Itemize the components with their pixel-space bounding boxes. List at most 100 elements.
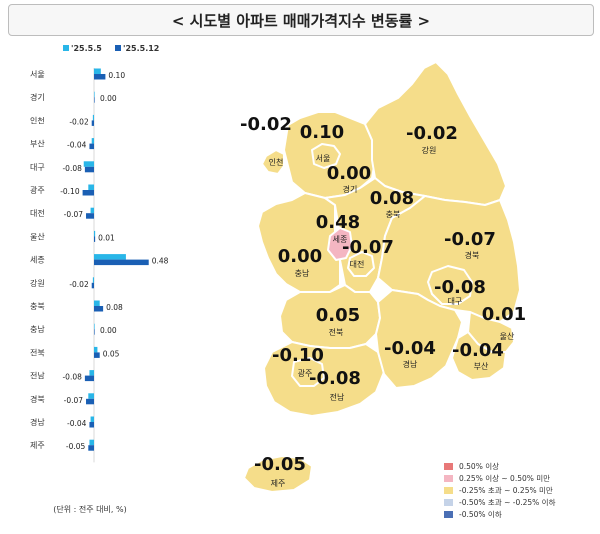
bar	[89, 370, 94, 376]
region-name: 세종	[333, 235, 348, 244]
bar	[89, 422, 94, 428]
region-value: 0.10	[300, 122, 344, 143]
region-name: 부산	[474, 361, 489, 371]
category-label: 경북	[30, 394, 45, 404]
region-value: -0.07	[342, 237, 394, 258]
bar	[89, 143, 94, 150]
map-legend-label: -0.50% 초과 ~ -0.25% 이하	[459, 498, 556, 507]
bar	[94, 323, 95, 330]
region-gyeongnam[interactable]	[375, 289, 463, 389]
map-legend-label: -0.25% 초과 ~ 0.25% 미만	[459, 486, 553, 495]
category-label: 대구	[30, 163, 45, 172]
page-title: < 시도별 아파트 매매가격지수 변동률 >	[8, 4, 594, 36]
region-name: 경기	[343, 184, 358, 194]
region-chungnam[interactable]	[257, 192, 341, 293]
bar	[84, 166, 94, 173]
bar	[90, 416, 94, 422]
bar	[92, 277, 94, 283]
region-value: 0.00	[327, 163, 371, 184]
category-label: 충북	[30, 302, 45, 311]
region-name: 울산	[500, 331, 515, 341]
region-name: 전북	[329, 327, 344, 337]
region-incheon[interactable]	[261, 149, 285, 175]
region-daejeon[interactable]	[347, 251, 375, 277]
region-name: 충북	[386, 210, 401, 219]
bar-chart: '25.5.5 '25.5.12 서울 0.10 경기 0.00 인천 -0.02 부산 -0.0…	[30, 44, 169, 514]
region-value: -0.08	[434, 277, 486, 298]
region-sejong[interactable]	[327, 227, 353, 261]
category-label: 경기	[30, 92, 45, 102]
map-legend: 0.50% 이상 0.25% 이상 ~ 0.50% 미만 -0.25% 초과 ~ 0…	[444, 461, 555, 521]
map-legend-item: -0.25% 초과 ~ 0.25% 미만	[444, 485, 555, 496]
bar	[94, 259, 149, 266]
region-name: 충남	[295, 269, 310, 278]
bar	[94, 74, 106, 80]
bar	[91, 138, 94, 144]
data-label: 0.10	[108, 71, 125, 80]
region-value: 0.05	[316, 305, 360, 326]
category-label: 충남	[30, 325, 45, 334]
region-name: 강원	[422, 145, 437, 155]
category-label: 인천	[30, 115, 45, 125]
region-value: -0.04	[384, 338, 436, 359]
category-label: 대전	[30, 208, 45, 218]
region-value: 0.48	[316, 212, 360, 233]
map-legend-item: 0.25% 이상 ~ 0.50% 미만	[444, 473, 555, 484]
data-label: 0.01	[98, 233, 115, 242]
category-label: 부산	[30, 139, 45, 149]
region-name: 광주	[298, 368, 313, 378]
bar	[94, 230, 96, 237]
bar	[91, 120, 94, 126]
data-label: 0.48	[152, 257, 169, 266]
bar	[94, 352, 100, 358]
map-regions	[243, 61, 521, 493]
map-legend-item: -0.50% 이하	[444, 509, 555, 520]
data-label: -0.08	[62, 164, 82, 173]
unit-note: (단위 : 전주 대비, %)	[53, 504, 126, 514]
category-label: 경남	[30, 417, 45, 427]
map-legend-swatch	[444, 487, 453, 494]
region-value: -0.04	[452, 340, 504, 361]
bar	[92, 114, 94, 121]
bar	[94, 236, 96, 242]
bar	[94, 91, 95, 98]
bar	[86, 213, 94, 219]
legend-swatch	[63, 45, 69, 51]
bar	[94, 329, 95, 335]
data-label: -0.07	[64, 396, 84, 405]
category-label: 세종	[30, 256, 45, 265]
category-label: 울산	[30, 231, 45, 241]
category-label: 전북	[30, 347, 45, 357]
region-gwangju[interactable]	[291, 357, 325, 387]
region-seoul[interactable]	[311, 143, 341, 169]
bar	[86, 398, 94, 405]
bar	[82, 190, 94, 196]
legend-label: '25.5.12	[123, 44, 159, 53]
bar	[94, 254, 126, 260]
data-label: -0.02	[69, 117, 89, 126]
region-daegu[interactable]	[427, 265, 473, 305]
bar	[94, 68, 101, 74]
map-legend-item: 0.50% 이상	[444, 461, 555, 472]
page-title-text: < 시도별 아파트 매매가격지수 변동률 >	[171, 11, 431, 30]
region-jeju[interactable]	[243, 455, 313, 493]
region-value: -0.02	[240, 114, 292, 135]
region-value: 0.01	[482, 304, 526, 325]
region-name: 경남	[403, 359, 418, 369]
map-legend-label: 0.50% 이상	[459, 462, 500, 471]
bar-legend: '25.5.5 '25.5.12	[63, 44, 159, 53]
data-label: 0.00	[100, 326, 117, 335]
legend-swatch	[115, 45, 121, 51]
data-label: -0.05	[66, 442, 86, 451]
bar	[94, 306, 104, 312]
category-label: 광주	[30, 185, 45, 195]
map-legend-swatch	[444, 499, 453, 506]
data-label: -0.04	[67, 419, 87, 428]
bar	[91, 282, 94, 289]
region-busan[interactable]	[451, 331, 507, 381]
bar	[94, 300, 100, 306]
legend-label: '25.5.5	[71, 44, 102, 53]
map-legend-item: -0.50% 초과 ~ -0.25% 이하	[444, 497, 555, 508]
region-name: 전남	[330, 392, 345, 402]
